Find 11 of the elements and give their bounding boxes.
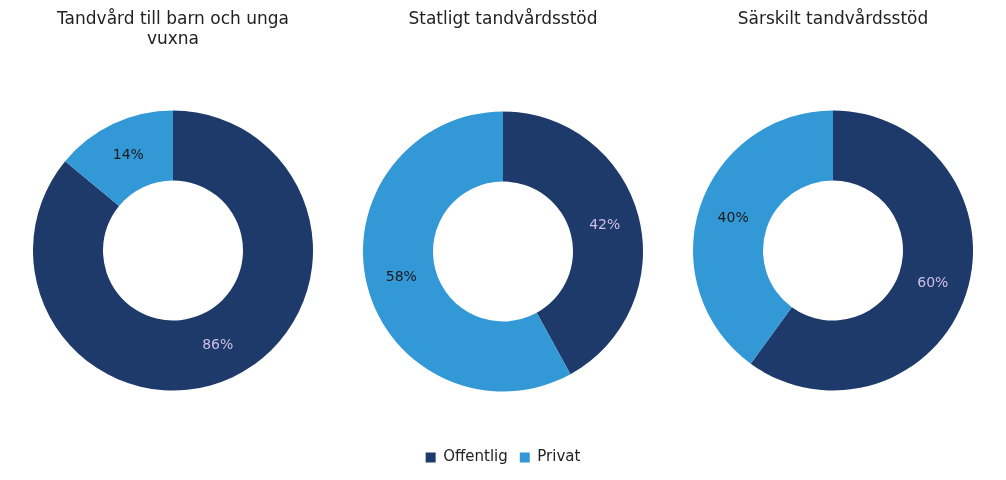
legend-label: Privat — [537, 447, 581, 466]
chart-title: Statligt tandvårdsstöd — [407, 8, 599, 30]
data-label: 60% — [917, 273, 949, 290]
legend-label: Offentlig — [443, 447, 508, 466]
chart-title: Särskilt tandvårdsstöd — [736, 8, 930, 30]
data-label: 14% — [112, 146, 144, 163]
data-label: 42% — [589, 216, 621, 233]
data-label: 40% — [717, 208, 749, 225]
data-label: 58% — [385, 268, 417, 285]
chart-title: Tandvård till barn och unga vuxna — [56, 8, 290, 50]
data-label: 86% — [202, 336, 234, 353]
